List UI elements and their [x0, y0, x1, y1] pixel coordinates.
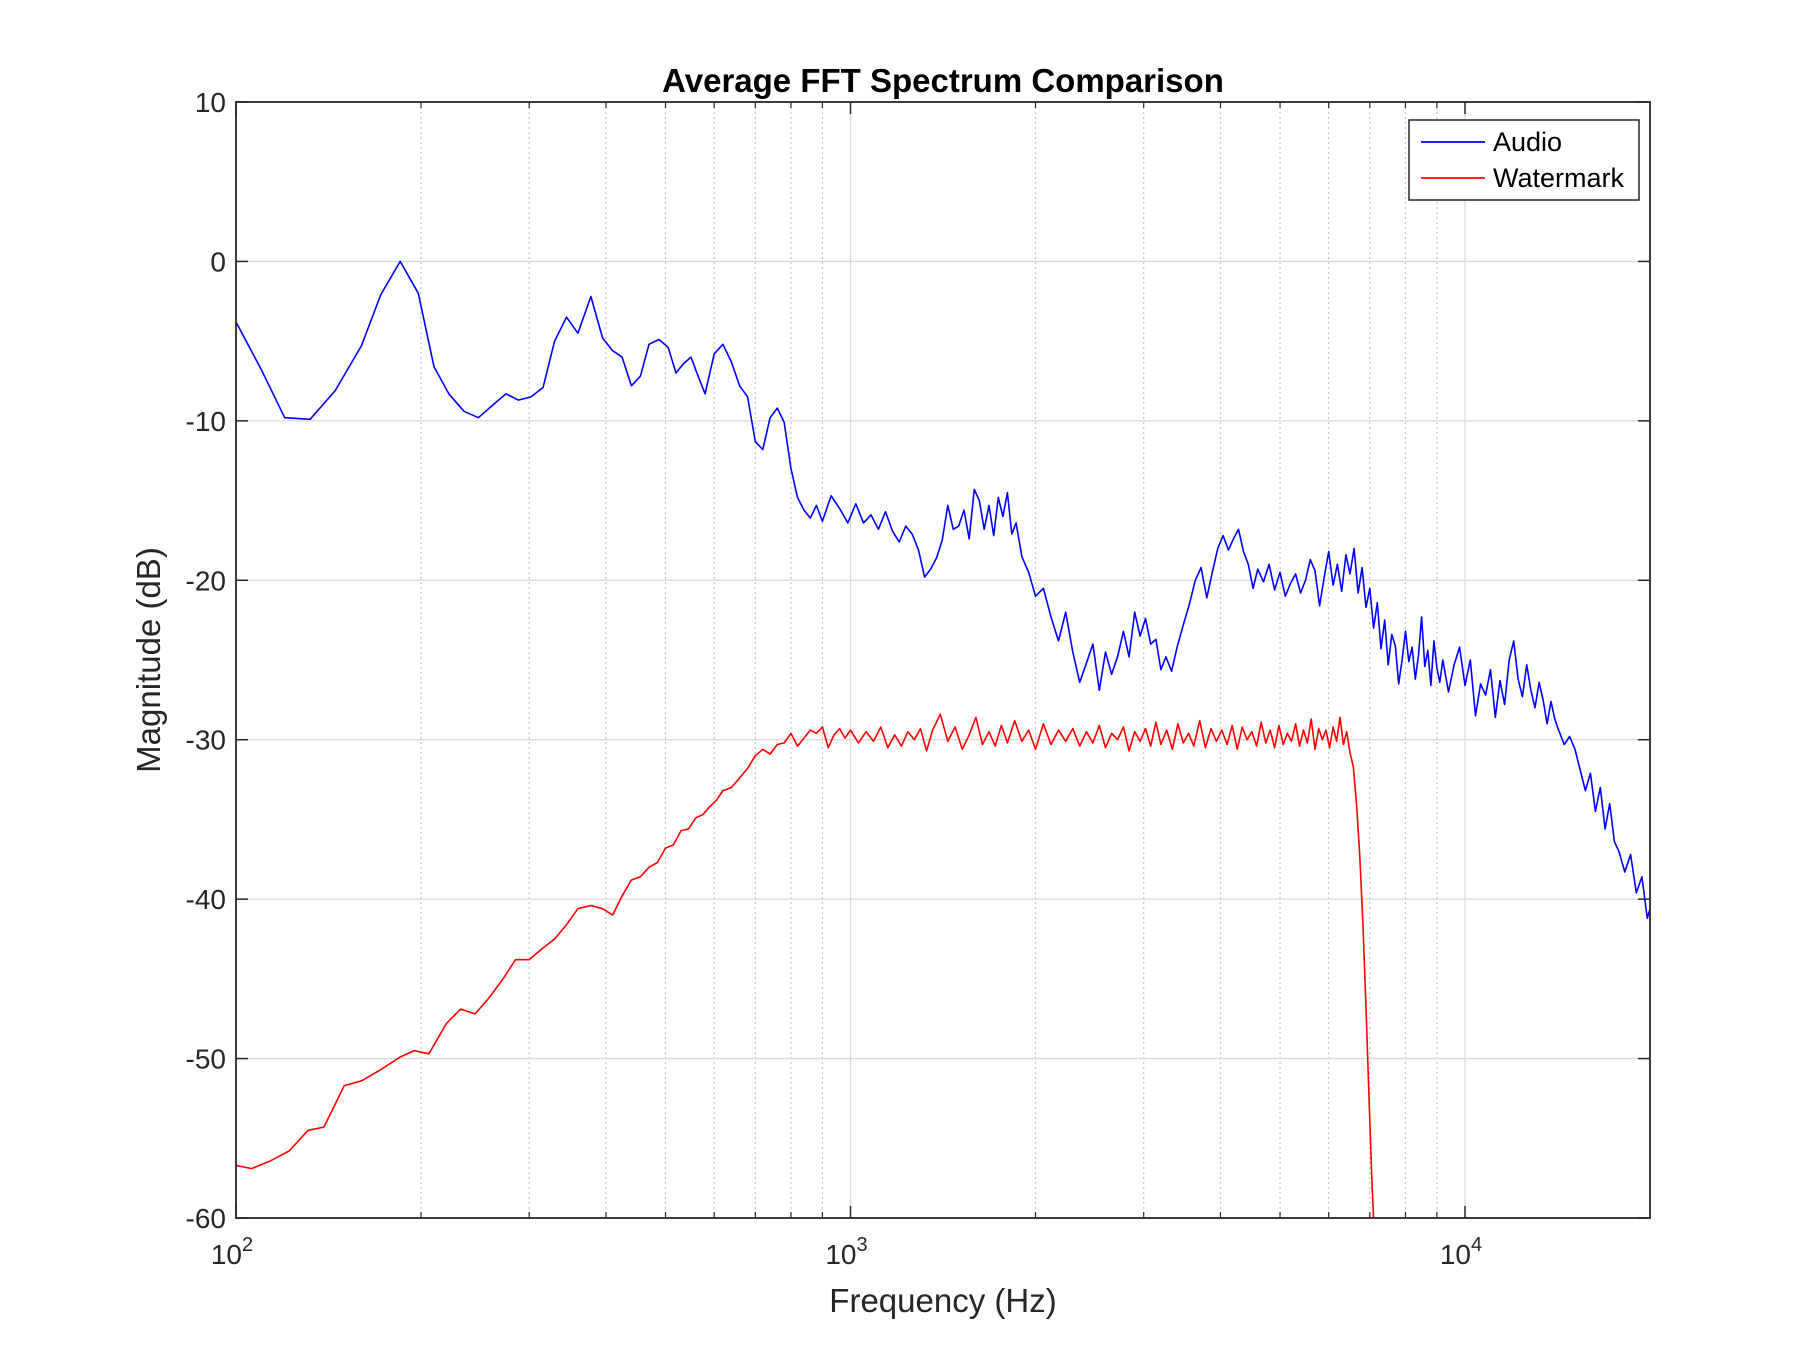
y-tick-label: -20	[186, 565, 226, 596]
x-tick-label: 104	[1440, 1234, 1482, 1270]
series-line-watermark	[236, 713, 1375, 1218]
y-tick-label: -50	[186, 1044, 226, 1075]
y-tick-label: -10	[186, 406, 226, 437]
legend-label: Watermark	[1493, 163, 1625, 193]
series-layer	[236, 260, 1650, 1218]
y-tick-label: -40	[186, 884, 226, 915]
y-tick-label: 10	[195, 87, 226, 118]
grid	[236, 102, 1650, 1218]
y-tick-label: -30	[186, 725, 226, 756]
x-axis-label: Frequency (Hz)	[829, 1282, 1056, 1319]
legend: Audio Watermark	[1408, 119, 1640, 201]
y-axis-label: Magnitude (dB)	[130, 547, 167, 773]
chart-title: Average FFT Spectrum Comparison	[662, 62, 1224, 99]
y-tick-label: 0	[210, 246, 226, 277]
tick-labels: 102 103 104 -60 -50 -40 -30 -20 -10 0 10	[186, 87, 1483, 1270]
legend-label: Audio	[1493, 127, 1562, 157]
legend-box	[1408, 119, 1640, 201]
x-tick-label: 103	[825, 1234, 867, 1270]
series-line-audio	[236, 260, 1650, 920]
x-tick-label: 102	[211, 1234, 253, 1270]
y-tick-label: -60	[186, 1203, 226, 1234]
plot-box	[235, 101, 1651, 1219]
ticks	[235, 101, 1650, 1219]
